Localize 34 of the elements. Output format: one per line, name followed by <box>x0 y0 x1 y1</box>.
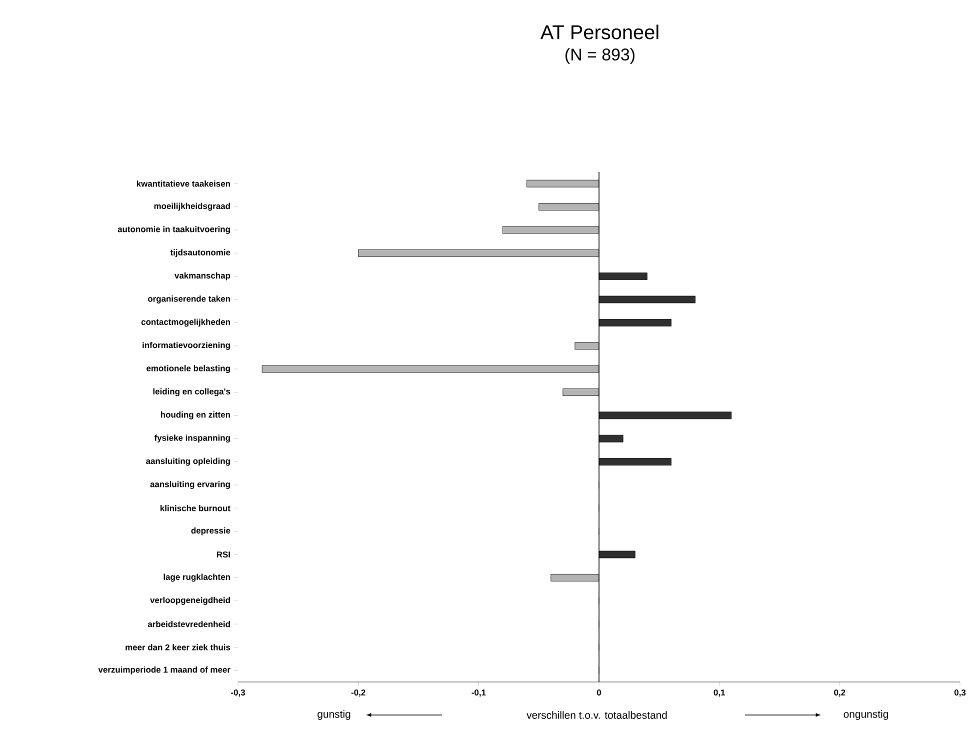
x-axis-title: verschillen t.o.v. totaalbestand <box>526 711 667 719</box>
y-tick-label: kwantitatieve taakeisen <box>136 180 230 187</box>
y-tick-label: depressie <box>191 527 230 536</box>
y-tick-label: meer dan 2 keer ziek thuis <box>126 644 230 650</box>
y-tick-label: verzuimperiode 1 maand of meer <box>98 666 230 674</box>
y-tick-label: fysieke inspanning <box>154 434 230 443</box>
chart-title: AT Personeel <box>540 24 658 40</box>
x-tick-label: 0,1 <box>714 690 725 697</box>
y-tick-label: aansluiting opleiding <box>146 458 230 466</box>
y-tick-label: informatievoorziening <box>142 342 230 350</box>
y-tick-label: emotionele belasting <box>146 365 230 374</box>
y-tick-label: contactmogelijkheden <box>141 318 230 327</box>
y-tick-label: leiding en collega's <box>153 388 230 396</box>
y-tick-label: houding en zitten <box>160 411 230 420</box>
y-tick-label: tijdsautonomie <box>170 249 230 258</box>
y-tick-label: moeilijkheidsgraad <box>154 202 230 211</box>
text: ongunstig <box>844 710 888 720</box>
y-tick-label: vakmanschap <box>174 272 230 280</box>
x-tick-label: 0 <box>596 690 602 696</box>
y-tick-label: arbeidstevredenheid <box>148 620 230 628</box>
x-tick-label: 0,3 <box>954 690 966 697</box>
x-tick-label: -0,3 <box>231 690 245 697</box>
y-tick-label: aansluiting ervaring <box>150 480 230 489</box>
x-tick-label: -0,1 <box>472 690 486 697</box>
x-tick-label: 0,2 <box>834 690 846 697</box>
y-tick-label: verloopgeneigdheid <box>150 596 230 605</box>
y-tick-label: RSI <box>216 552 230 558</box>
chart-subtitle: (N = 893) <box>566 48 634 64</box>
y-tick-label: klinische burnout <box>160 505 230 512</box>
text: gunstig <box>318 710 350 720</box>
y-tick-label: lage rugklachten <box>164 574 230 582</box>
x-tick-label: -0,2 <box>351 690 366 697</box>
y-tick-label: autonomie in taakuitvoering <box>118 226 230 234</box>
y-tick-label: organiserende taken <box>148 296 230 304</box>
